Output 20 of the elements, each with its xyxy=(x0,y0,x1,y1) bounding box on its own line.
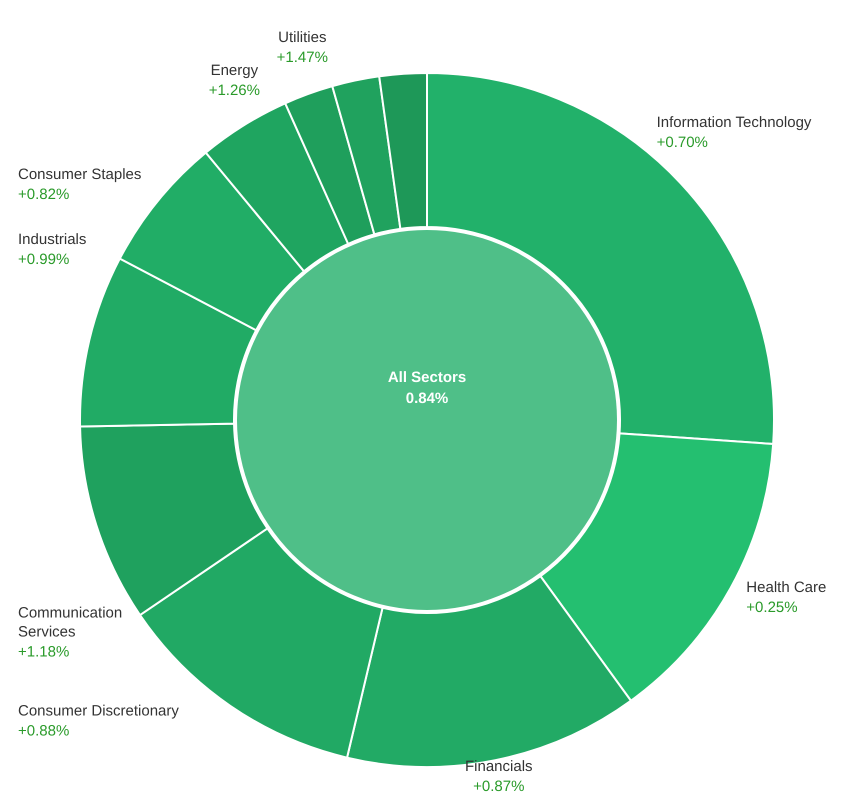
slice-label: Consumer Discretionary xyxy=(18,702,180,720)
text: +1.26% xyxy=(208,82,260,99)
slice-label: Financials xyxy=(465,758,533,775)
slice-label: Health Care xyxy=(746,578,826,596)
text: +0.70% xyxy=(656,134,708,151)
text: +0.87% xyxy=(473,778,524,795)
text: +0.82% xyxy=(18,186,70,203)
text: +1.47% xyxy=(276,48,328,66)
slice-label: Utilities xyxy=(278,28,326,46)
text: +1.18% xyxy=(18,644,70,661)
text: All Sectors xyxy=(388,369,466,386)
slice-label: Consumer Staples xyxy=(18,166,142,183)
text: +0.25% xyxy=(746,598,798,616)
text: +0.99% xyxy=(18,250,70,268)
text: 0.84% xyxy=(406,390,448,407)
slice-label: Energy xyxy=(210,62,259,79)
text: +0.88% xyxy=(18,722,70,740)
slice-label: Industrials xyxy=(18,230,86,248)
slice-label: Communication Services xyxy=(18,604,122,641)
slice-label: Information Technology xyxy=(656,114,812,131)
